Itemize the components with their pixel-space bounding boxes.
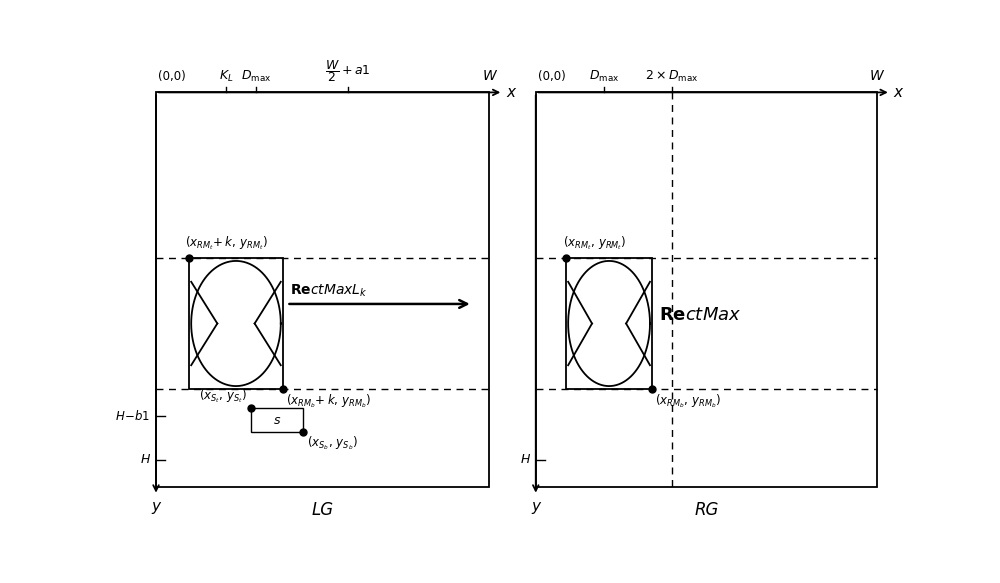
Text: $K_L$: $K_L$ [219,69,233,85]
Text: LG: LG [312,501,334,519]
Text: y: y [152,498,160,514]
Text: $(x_{RM_b},\,y_{RM_b})$: $(x_{RM_b},\,y_{RM_b})$ [655,392,721,410]
Text: Re$\mathit{ctMax}$: Re$\mathit{ctMax}$ [659,305,742,324]
Text: x: x [894,85,903,100]
Text: $(x_{S_t},\,y_{S_t})$: $(x_{S_t},\,y_{S_t})$ [199,387,247,405]
Text: Re$\mathit{ctMaxL}_k$: Re$\mathit{ctMaxL}_k$ [290,282,368,298]
Text: W: W [482,69,496,83]
Text: y: y [531,498,540,514]
Text: H: H [140,454,150,466]
Text: $D_{\mathrm{max}}$: $D_{\mathrm{max}}$ [241,69,271,85]
Text: $H\!-\!b1$: $H\!-\!b1$ [115,409,150,423]
Text: $(x_{S_b},\,y_{S_b})$: $(x_{S_b},\,y_{S_b})$ [307,434,357,452]
Text: RG: RG [694,501,718,519]
Text: (0,0): (0,0) [158,69,186,83]
Text: $(x_{RM_b}\!+k,\,y_{RM_b})$: $(x_{RM_b}\!+k,\,y_{RM_b})$ [286,392,371,410]
Text: W: W [870,69,884,83]
Text: $(x_{RM_t}\!+k,\,y_{RM_t})$: $(x_{RM_t}\!+k,\,y_{RM_t})$ [185,234,268,252]
Text: x: x [506,85,515,100]
Text: s: s [274,414,280,427]
Text: $\dfrac{W}{2}+a1$: $\dfrac{W}{2}+a1$ [325,58,370,85]
Text: (0,0): (0,0) [538,69,566,83]
Text: $2\times D_{\mathrm{max}}$: $2\times D_{\mathrm{max}}$ [645,69,699,85]
Text: $D_{\mathrm{max}}$: $D_{\mathrm{max}}$ [589,69,619,85]
Text: H: H [520,454,530,466]
Text: $(x_{RM_t},\,y_{RM_t})$: $(x_{RM_t},\,y_{RM_t})$ [563,234,626,252]
